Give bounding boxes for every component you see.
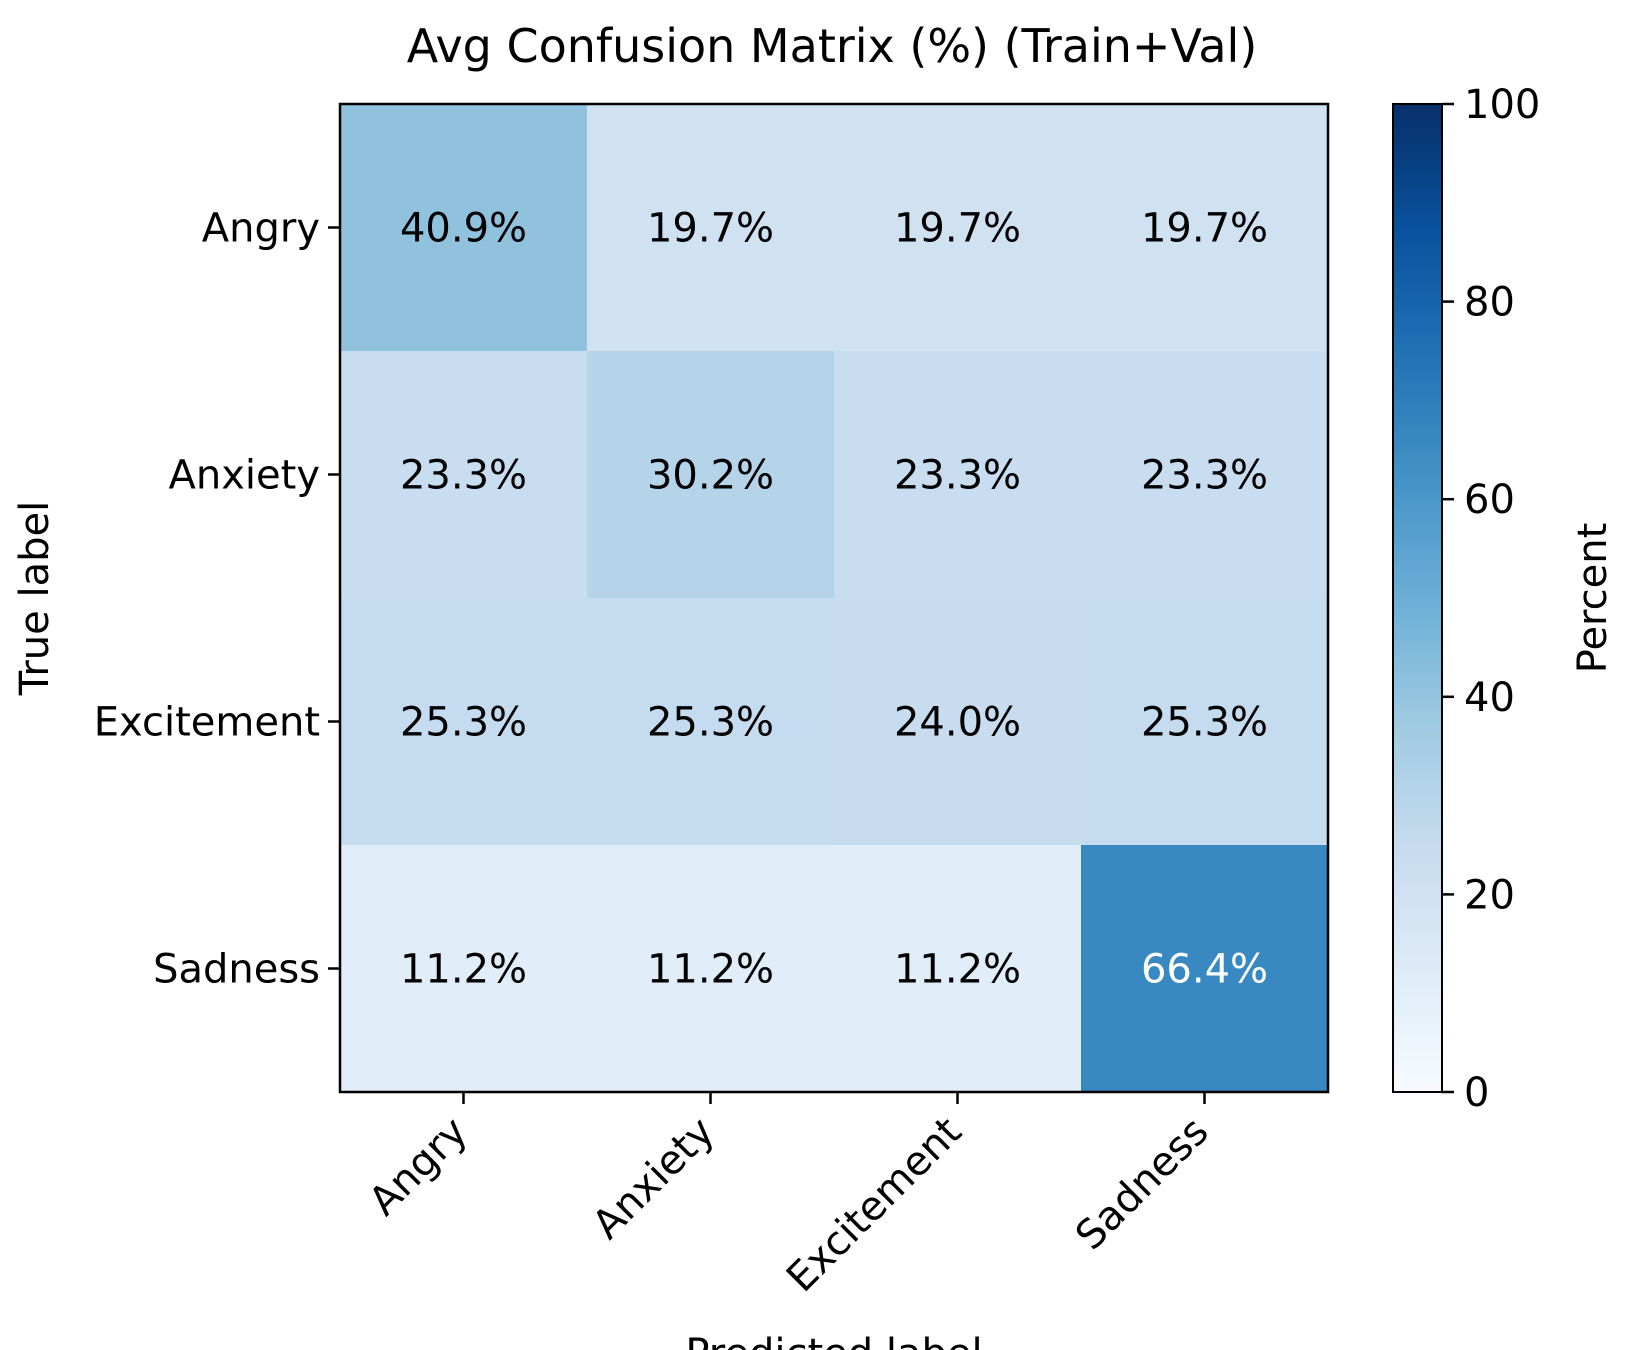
x-tick-label: Sadness — [1067, 1109, 1218, 1260]
y-axis-ticks: Angry Anxiety Excitement Sadness — [94, 206, 340, 993]
colorbar-tick-label: 0 — [1464, 1070, 1489, 1116]
chart-title: Avg Confusion Matrix (%) (Train+Val) — [407, 19, 1258, 73]
heatmap-cell — [834, 598, 1082, 846]
heatmap-cell — [587, 351, 835, 599]
cell-value-label: 19.7% — [1141, 206, 1268, 252]
x-axis-label: Predicted label — [685, 1331, 982, 1350]
heatmap-cell — [1081, 104, 1329, 352]
heatmap-cell — [834, 104, 1082, 352]
y-tick-label: Anxiety — [169, 453, 320, 499]
heatmap-cell — [587, 845, 835, 1093]
x-axis-ticks: Angry Anxiety Excitement Sadness — [360, 1092, 1218, 1302]
cell-value-label: 25.3% — [400, 700, 527, 746]
cell-value-label: 11.2% — [400, 947, 527, 993]
x-tick-label: Angry — [360, 1109, 476, 1225]
colorbar-ticks: 0 20 40 60 80 100 — [1442, 82, 1540, 1116]
plot-frame — [338, 102, 1330, 1094]
heatmap-cell — [834, 845, 1082, 1093]
heatmap-cell — [1081, 351, 1329, 599]
colorbar-tick-label: 80 — [1464, 280, 1515, 326]
heatmap-cell — [1081, 845, 1329, 1093]
colorbar-tick-label: 60 — [1464, 477, 1515, 523]
cell-value-label: 19.7% — [647, 206, 774, 252]
colorbar-tick-label: 20 — [1464, 872, 1515, 918]
cell-value-label: 66.4% — [1141, 947, 1268, 993]
heatmap-cell — [340, 845, 588, 1093]
heatmap-cell — [340, 598, 588, 846]
cell-value-label: 23.3% — [400, 453, 527, 499]
heatmap-cell — [587, 104, 835, 352]
heatmap-cell — [834, 351, 1082, 599]
y-tick-label: Sadness — [153, 947, 320, 993]
x-tick-label: Excitement — [778, 1109, 971, 1302]
heatmap-cells: 40.9% 19.7% 19.7% 19.7% 23.3% 30.2% 23.3% 23.3%… — [340, 104, 1329, 1093]
colorbar — [1392, 103, 1443, 1093]
cell-value-label: 23.3% — [1141, 453, 1268, 499]
cell-value-label: 25.3% — [1141, 700, 1268, 746]
cell-value-label: 19.7% — [894, 206, 1021, 252]
cell-value-label: 11.2% — [894, 947, 1021, 993]
heatmap-cell — [1081, 598, 1329, 846]
colorbar-tick-label: 40 — [1464, 675, 1515, 721]
cell-value-label: 30.2% — [647, 453, 774, 499]
cell-value-label: 24.0% — [894, 700, 1021, 746]
y-tick-label: Angry — [202, 206, 320, 252]
cell-value-label: 25.3% — [647, 700, 774, 746]
colorbar-tick-label: 100 — [1464, 82, 1540, 128]
cell-value-label: 40.9% — [400, 206, 527, 252]
y-axis-label: True label — [12, 501, 58, 696]
heatmap-cell — [340, 104, 588, 352]
cell-value-label: 23.3% — [894, 453, 1021, 499]
heatmap-cell — [587, 598, 835, 846]
colorbar-label: Percent — [1570, 523, 1616, 674]
heatmap-cell — [340, 351, 588, 599]
cell-value-label: 11.2% — [647, 947, 774, 993]
x-tick-label: Anxiety — [584, 1109, 724, 1249]
y-tick-label: Excitement — [94, 700, 320, 746]
